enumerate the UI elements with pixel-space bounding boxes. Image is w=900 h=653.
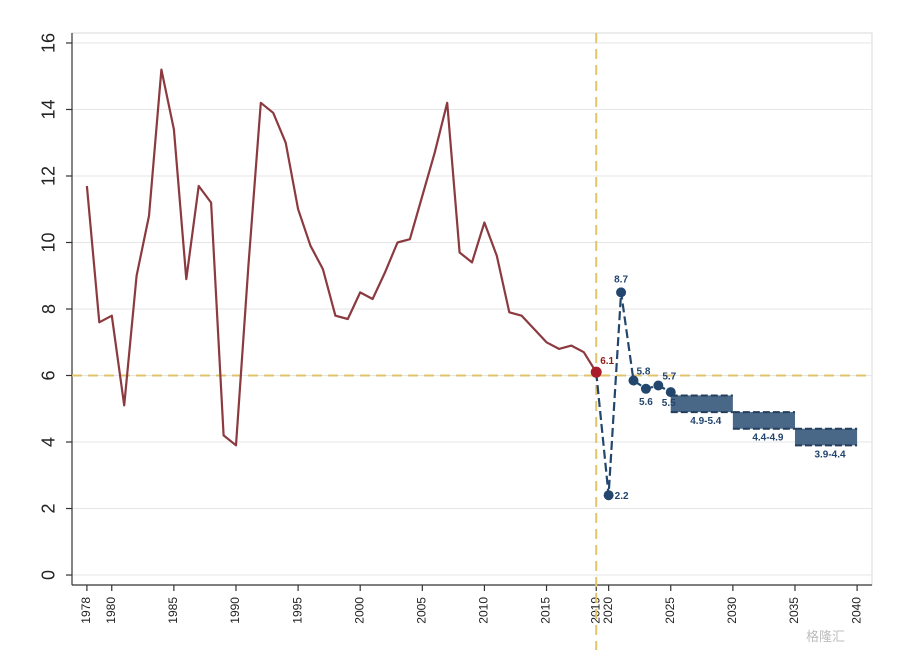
y-tick-label-10: 10	[39, 232, 59, 252]
x-tick-label-2015: 2015	[539, 597, 553, 624]
y-tick-label-0: 0	[39, 570, 59, 580]
y-tick-label-12: 12	[39, 166, 59, 186]
forecast-point-2020	[603, 490, 614, 501]
x-tick-label-2010: 2010	[477, 597, 491, 624]
band-label-1: 4.4-4.9	[752, 433, 784, 444]
data-label-2020: 2.2	[615, 491, 629, 502]
x-tick-label-1978: 1978	[79, 597, 93, 624]
forecast-point-2021	[616, 287, 627, 298]
forecast-bands	[670, 394, 858, 447]
data-label-2021: 8.7	[614, 274, 628, 285]
x-tick-label-1985: 1985	[166, 597, 180, 624]
data-label-2019: 6.1	[600, 356, 614, 367]
data-labels: 4.9-5.4 4.4-4.9 3.9-4.4 6.1 2.2 8.7 5.8 5.6 5.7 5…	[600, 274, 846, 502]
forecast-band-1	[732, 412, 795, 429]
watermark-logo: 格隆汇	[806, 629, 846, 644]
data-points	[590, 287, 676, 501]
x-tick-label-1990: 1990	[228, 597, 242, 624]
data-label-2024: 5.7	[662, 371, 676, 382]
x-tick-label-2025: 2025	[663, 597, 677, 624]
data-label-2023: 5.6	[639, 397, 653, 408]
y-tick-label-4: 4	[39, 437, 59, 447]
x-tick-label-2005: 2005	[414, 597, 428, 624]
reference-lines	[72, 33, 872, 650]
forecast-point-2025	[665, 387, 676, 398]
forecast-band-2	[794, 428, 858, 446]
x-tick-label-2020: 2020	[601, 597, 615, 624]
y-tick-label-6: 6	[39, 370, 59, 380]
band-label-2: 3.9-4.4	[814, 449, 846, 460]
x-tick-label-2040: 2040	[849, 597, 863, 624]
x-tick-label-2000: 2000	[352, 597, 366, 624]
axes: 0 2 4 6 8 10 12 14 16 1978 1980 1985 1990 1995 2000 200…	[39, 33, 872, 624]
band-label-0: 4.9-5.4	[690, 416, 722, 427]
grid	[71, 32, 873, 586]
point-2019-highlight	[590, 366, 602, 378]
data-label-2025: 5.5	[662, 398, 676, 409]
data-label-2022: 5.8	[636, 366, 650, 377]
x-tick-label-1980: 1980	[104, 597, 118, 624]
x-tick-label-1995: 1995	[290, 597, 304, 624]
forecast-point-2023	[640, 383, 651, 394]
x-tick-label-2035: 2035	[787, 597, 801, 624]
y-tick-label-2: 2	[39, 504, 59, 514]
series-line-historical	[85, 68, 598, 447]
y-tick-label-8: 8	[39, 304, 59, 314]
forecast-band-0	[670, 395, 733, 413]
x-tick-label-2030: 2030	[725, 597, 739, 624]
y-tick-label-16: 16	[39, 33, 59, 53]
forecast-point-2024	[653, 380, 664, 391]
forecast-point-2022	[628, 375, 639, 386]
y-tick-label-14: 14	[39, 99, 59, 119]
